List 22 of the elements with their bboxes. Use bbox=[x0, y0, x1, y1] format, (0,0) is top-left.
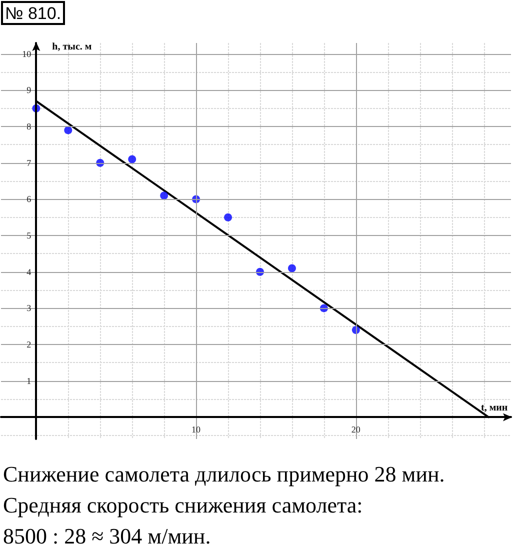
point bbox=[64, 126, 72, 134]
point bbox=[288, 264, 296, 272]
y-tick-label: 1 bbox=[26, 376, 32, 386]
text: 8500 : 28 ≈ 304 м/мин. bbox=[3, 524, 211, 548]
text: Средняя скорость снижения самолета: bbox=[3, 492, 363, 518]
point bbox=[128, 155, 136, 164]
y-tick-label: 10 bbox=[22, 48, 32, 59]
chart-title: № 810. bbox=[5, 4, 62, 23]
y-tick-label: 8 bbox=[26, 122, 32, 132]
text: Снижение самолета длилось примерно 28 мин. bbox=[3, 462, 445, 486]
y-tick-label: 9 bbox=[26, 85, 32, 96]
x-axis-title: t, мин bbox=[481, 402, 508, 414]
y-tick-label: 7 bbox=[26, 158, 32, 168]
y-tick-label: 6 bbox=[26, 194, 32, 204]
point bbox=[224, 213, 232, 222]
y-tick-label: 5 bbox=[26, 230, 32, 241]
x-tick-label: 20 bbox=[351, 424, 361, 435]
point bbox=[160, 192, 168, 200]
y-tick-label: 2 bbox=[26, 340, 32, 350]
y-tick-label: 4 bbox=[26, 266, 32, 277]
y-tick-label: 3 bbox=[26, 303, 32, 314]
y-axis-title: h, тыс. м bbox=[52, 42, 92, 52]
